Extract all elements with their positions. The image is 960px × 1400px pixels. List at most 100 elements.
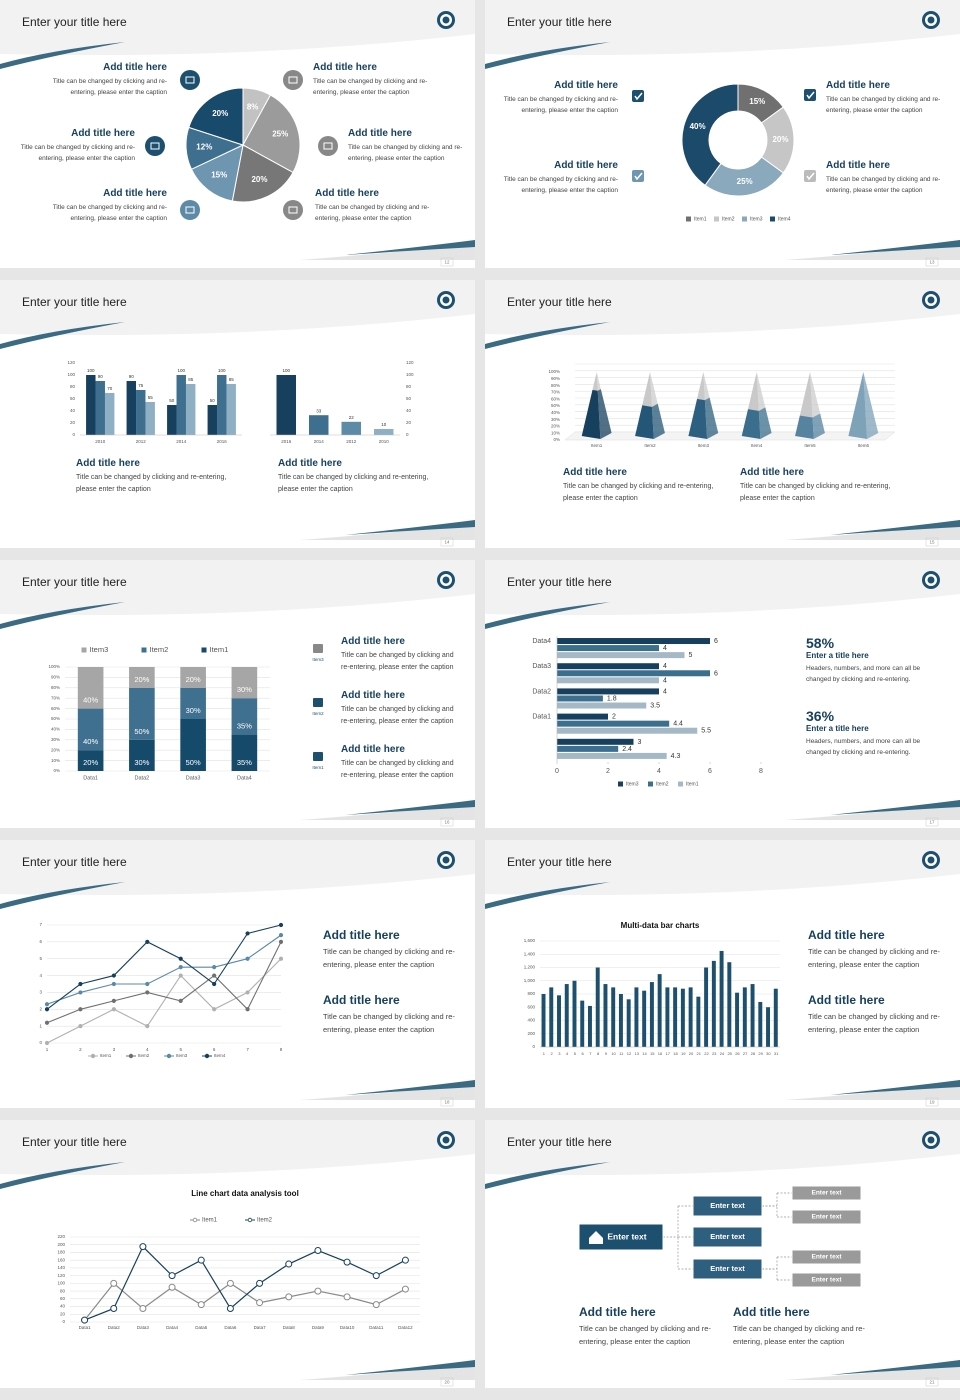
bar <box>176 375 186 435</box>
bar <box>673 987 678 1047</box>
block-text: Title can be changed by clicking and re-… <box>341 652 454 672</box>
bar <box>649 982 654 1047</box>
x-tick-label: 15 <box>650 1051 655 1056</box>
block-heading: Add title here <box>563 467 627 478</box>
pyramid-tip-side <box>650 372 658 407</box>
legend-label: Item3 <box>626 781 639 787</box>
x-tick-label: 6 <box>708 768 712 775</box>
data-label: 33 <box>316 408 322 413</box>
point <box>44 1020 50 1025</box>
text-block: Add title here Title can be changed by cl… <box>826 160 941 197</box>
bar <box>557 652 685 659</box>
y-tick-label: 40 <box>70 408 76 413</box>
point <box>226 1279 234 1287</box>
footer-accent <box>345 800 475 815</box>
pyramid-body <box>795 415 814 439</box>
bar <box>226 384 236 435</box>
logo-core <box>927 1136 935 1144</box>
legend-label: Item3 <box>90 645 109 654</box>
bar-segment <box>129 667 155 688</box>
y-tick-label: 20 <box>406 420 412 425</box>
pyramid-body-side <box>758 407 772 439</box>
block-heading: Add title here <box>313 62 377 73</box>
pyramid-tip <box>799 372 813 418</box>
icon-label: Item2 <box>312 711 324 716</box>
bar <box>557 738 634 745</box>
data-label: 30% <box>134 758 149 767</box>
pyramid-tip <box>642 372 652 407</box>
legend-swatch <box>648 781 653 787</box>
slide: Enter your title here 15 0% 10% 20% 30% 40% 50%… <box>485 280 960 548</box>
chart-title: Multi-data bar charts <box>621 921 700 930</box>
point <box>178 965 183 970</box>
data-label: 70 <box>107 386 113 391</box>
point <box>110 1279 118 1287</box>
legend-marker <box>166 1053 172 1059</box>
point <box>111 1007 116 1012</box>
pyramid-body <box>688 398 708 439</box>
pyramid-body-side <box>812 413 825 439</box>
bar <box>374 429 394 435</box>
x-tick-label: Data4 <box>237 775 252 781</box>
x-tick-label: 13 <box>635 1051 640 1056</box>
footer-accent <box>345 1080 475 1095</box>
block-heading: Add title here <box>808 928 885 942</box>
logo-core <box>442 856 450 864</box>
footer-band <box>300 804 475 820</box>
leaf-node <box>791 1272 862 1288</box>
pyramid-tip-side <box>756 372 766 411</box>
x-tick-label: 2 <box>606 768 610 775</box>
bar <box>626 999 631 1047</box>
bar <box>557 670 710 677</box>
bar <box>341 421 361 435</box>
data-label: 35% <box>237 722 252 731</box>
bar-segment <box>180 667 206 688</box>
slide-canvas: Enter your title here 16 Item3 Item2 Item1 0%… <box>0 560 475 827</box>
point <box>168 1283 176 1291</box>
page-box <box>925 257 939 267</box>
legend-swatch <box>678 781 683 787</box>
figure: 58% <box>806 635 835 651</box>
point <box>343 1258 351 1266</box>
point <box>256 1279 264 1287</box>
middle-node <box>692 1258 763 1280</box>
check <box>806 172 815 181</box>
x-tick-label: Data7 <box>254 1325 267 1330</box>
slide-canvas: Enter your title here 13 15% 20% 25% 40% Item1… <box>485 0 960 267</box>
data-label: 100 <box>282 368 290 373</box>
footer-accent <box>345 1360 475 1375</box>
check <box>806 91 815 100</box>
block-text: Title can be changed by clicking and re-… <box>20 144 135 163</box>
x-tick-label: Item1 <box>591 443 603 448</box>
page-number: 17 <box>929 820 935 825</box>
bar <box>207 405 218 435</box>
page-box <box>440 817 454 827</box>
point <box>212 965 217 970</box>
bar <box>564 984 569 1047</box>
y-tick-label: 80% <box>51 685 60 690</box>
x-tick-label: 26 <box>735 1051 740 1056</box>
point <box>285 1293 293 1301</box>
bar <box>136 390 146 435</box>
y-tick-label: 30% <box>551 417 560 422</box>
bar <box>572 980 577 1047</box>
x-tick-label: 7 <box>246 1047 249 1052</box>
point <box>401 1285 409 1293</box>
legend-label: Item1 <box>694 216 707 222</box>
x-tick-label: 5 <box>574 1051 577 1056</box>
y-tick-label: 100 <box>57 1281 65 1286</box>
block-text: Headers, numbers, and more can all be ch… <box>806 665 921 684</box>
point <box>44 1040 50 1046</box>
page-number: 12 <box>444 260 450 265</box>
data-label: 20% <box>83 758 98 767</box>
block-heading: Add title here <box>341 690 405 701</box>
footer-accent <box>830 520 960 535</box>
block-text: Title can be changed by clicking and re-… <box>76 474 227 494</box>
leaf-node <box>791 1185 862 1201</box>
x-tick-label: 25 <box>727 1051 732 1056</box>
data-label: 4 <box>663 663 667 670</box>
x-tick-label: 24 <box>720 1051 725 1056</box>
block-heading: Add title here <box>341 636 405 647</box>
icon-glyph <box>323 142 333 150</box>
